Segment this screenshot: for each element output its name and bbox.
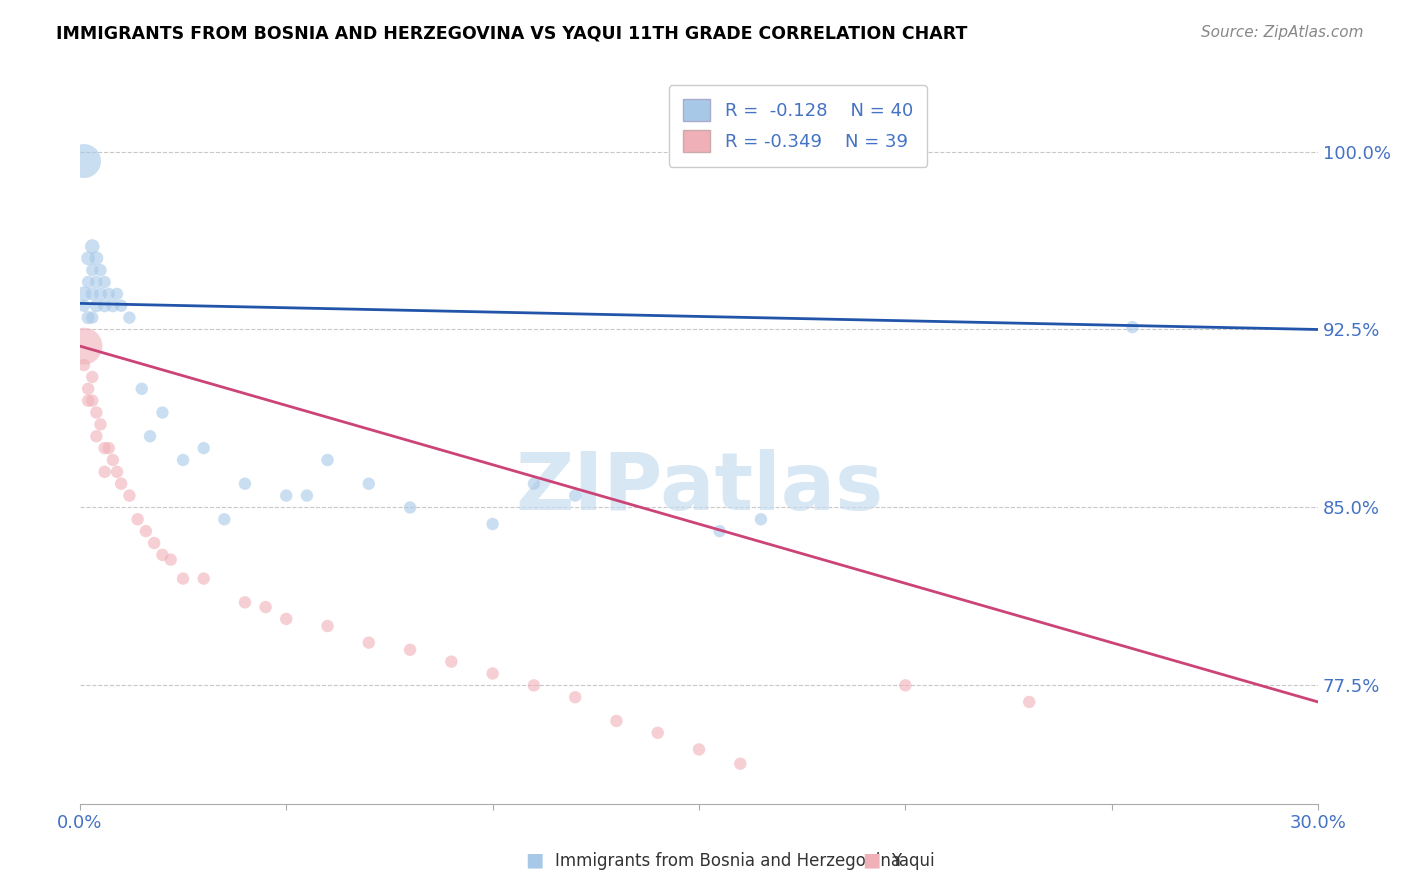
Point <box>93 275 115 289</box>
Point <box>73 286 96 301</box>
Point <box>523 678 546 692</box>
Point <box>172 572 194 586</box>
Point <box>440 655 463 669</box>
Point <box>730 756 752 771</box>
Point <box>564 489 586 503</box>
Point <box>73 154 96 169</box>
Point <box>399 500 422 515</box>
Point <box>86 429 108 443</box>
Text: ■: ■ <box>862 851 882 870</box>
Point <box>481 516 503 531</box>
Point <box>93 299 115 313</box>
Point <box>73 358 96 372</box>
Point <box>77 382 100 396</box>
Point <box>193 441 215 455</box>
Point <box>254 600 277 615</box>
Point <box>110 476 132 491</box>
Point <box>77 275 100 289</box>
Point <box>295 489 318 503</box>
Point <box>357 635 380 649</box>
Point <box>139 429 162 443</box>
Point <box>82 310 104 325</box>
Point <box>89 286 111 301</box>
Point <box>233 476 256 491</box>
Point <box>118 489 141 503</box>
Point <box>82 393 104 408</box>
Point <box>77 393 100 408</box>
Point <box>193 572 215 586</box>
Point <box>143 536 166 550</box>
Text: Immigrants from Bosnia and Herzegovina: Immigrants from Bosnia and Herzegovina <box>555 852 901 870</box>
Point <box>86 252 108 266</box>
Point <box>233 595 256 609</box>
Point <box>1018 695 1040 709</box>
Text: IMMIGRANTS FROM BOSNIA AND HERZEGOVINA VS YAQUI 11TH GRADE CORRELATION CHART: IMMIGRANTS FROM BOSNIA AND HERZEGOVINA V… <box>56 25 967 43</box>
Point <box>73 299 96 313</box>
Point <box>86 299 108 313</box>
Point <box>316 619 339 633</box>
Point <box>357 476 380 491</box>
Point <box>73 339 96 353</box>
Text: ZIPatlas: ZIPatlas <box>515 449 883 527</box>
Point <box>214 512 236 526</box>
Point <box>105 286 128 301</box>
Point <box>82 286 104 301</box>
Point <box>97 441 120 455</box>
Point <box>749 512 772 526</box>
Point <box>89 263 111 277</box>
Point <box>399 642 422 657</box>
Point <box>152 548 174 562</box>
Point <box>86 275 108 289</box>
Point <box>316 453 339 467</box>
Point <box>564 690 586 705</box>
Point <box>135 524 157 538</box>
Point <box>894 678 917 692</box>
Point <box>101 299 124 313</box>
Text: Yaqui: Yaqui <box>891 852 935 870</box>
Point <box>276 612 298 626</box>
Point <box>159 552 181 566</box>
Point <box>93 441 115 455</box>
Point <box>1121 320 1143 334</box>
Text: ■: ■ <box>524 851 544 870</box>
Point <box>172 453 194 467</box>
Point <box>86 405 108 419</box>
Point <box>523 476 546 491</box>
Point <box>110 299 132 313</box>
Point <box>93 465 115 479</box>
Point <box>131 382 153 396</box>
Point <box>105 465 128 479</box>
Point <box>97 286 120 301</box>
Point <box>688 742 710 756</box>
Point <box>127 512 149 526</box>
Point <box>77 252 100 266</box>
Point <box>82 239 104 253</box>
Point <box>82 263 104 277</box>
Point <box>101 453 124 467</box>
Point <box>82 370 104 384</box>
Point <box>152 405 174 419</box>
Text: Source: ZipAtlas.com: Source: ZipAtlas.com <box>1201 25 1364 40</box>
Point <box>647 726 669 740</box>
Point <box>605 714 627 728</box>
Point <box>118 310 141 325</box>
Legend: R =  -0.128    N = 40, R = -0.349    N = 39: R = -0.128 N = 40, R = -0.349 N = 39 <box>669 85 928 167</box>
Point <box>709 524 731 538</box>
Point <box>89 417 111 432</box>
Point <box>77 310 100 325</box>
Point <box>481 666 503 681</box>
Point <box>276 489 298 503</box>
